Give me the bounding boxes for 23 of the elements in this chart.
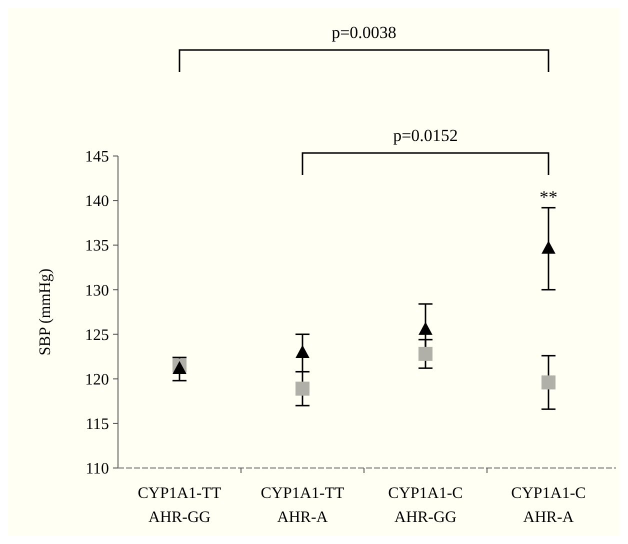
x-tick-label: CYP1A1-TT AHR-GG <box>138 485 222 526</box>
point <box>542 375 556 390</box>
point <box>296 382 310 396</box>
x-tick-label: CYP1A1-TT AHR-A <box>260 485 344 526</box>
point <box>296 345 310 358</box>
y-tick-label: 125 <box>85 326 109 344</box>
point <box>418 322 432 335</box>
x-tick-label: CYP1A1-C AHR-A <box>511 485 586 526</box>
y-tick-label: 130 <box>85 282 109 300</box>
point <box>172 361 186 374</box>
y-tick-label: 140 <box>85 193 109 210</box>
y-tick-label: 120 <box>85 371 109 388</box>
y-tick-label: 110 <box>86 460 109 478</box>
y-tick-label: 145 <box>85 148 109 166</box>
text: p=0.0152 <box>393 126 458 145</box>
text: p=0.0038 <box>332 23 396 42</box>
point <box>418 346 432 361</box>
y-tick-label: 115 <box>86 416 109 434</box>
x-tick-label: CYP1A1-C AHR-GG <box>388 485 463 526</box>
point <box>542 240 556 254</box>
annotation: ** <box>540 187 558 207</box>
y-tick-label: 135 <box>85 238 109 255</box>
y-axis-title: SBP (mmHg) <box>37 268 54 356</box>
